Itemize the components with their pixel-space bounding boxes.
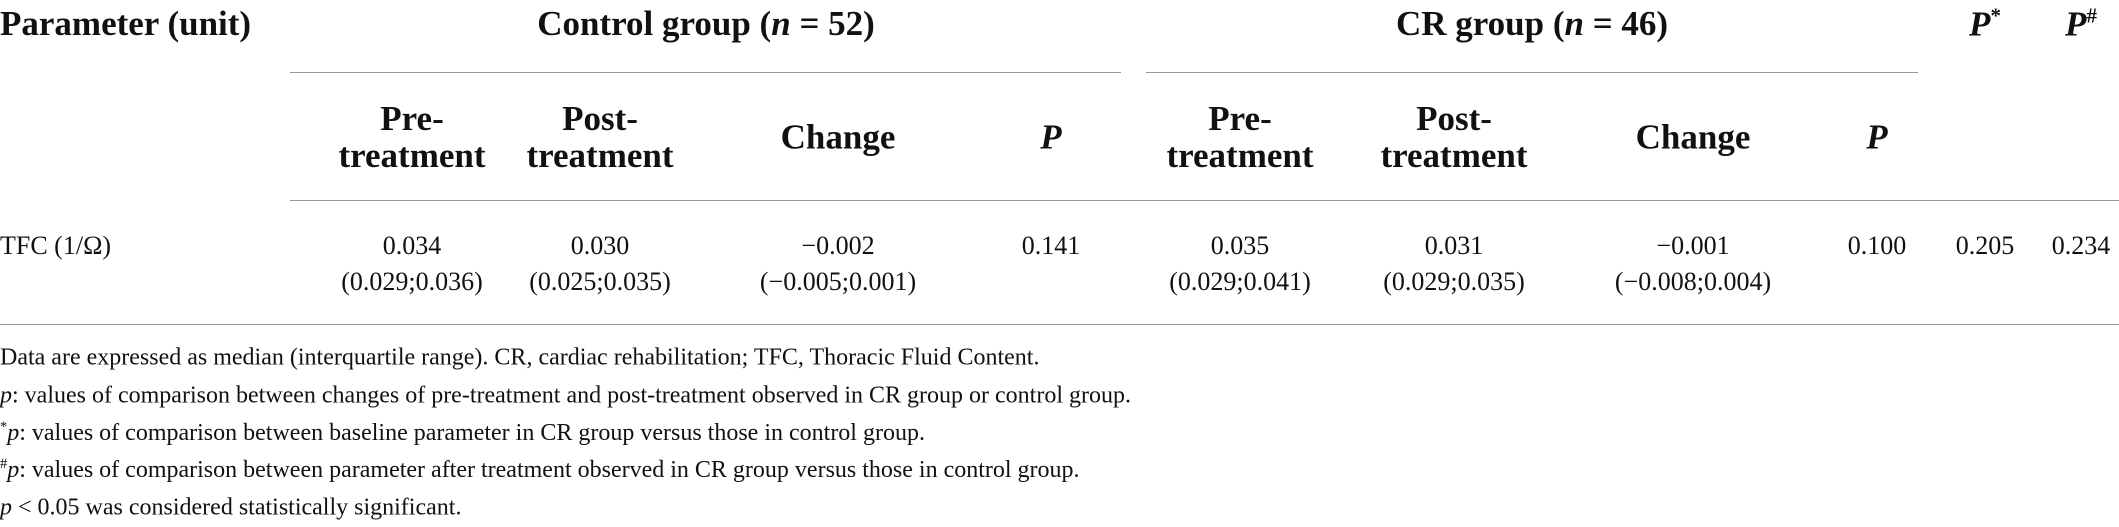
cell-line: 0.031 <box>1424 231 1484 260</box>
subheader-line: treatment <box>1166 136 1314 175</box>
body-rule <box>0 324 2119 325</box>
cell-line: (0.029;0.036) <box>341 267 483 296</box>
footnote-text: : values of comparison between changes o… <box>12 382 1131 409</box>
p-mark: # <box>2086 3 2097 28</box>
subheader-line: Change <box>1635 117 1751 157</box>
subheader: Post-treatment <box>526 100 673 174</box>
n-symbol: n <box>771 4 791 43</box>
subheader-line: Pre- <box>380 99 444 138</box>
subheader-line: treatment <box>526 136 674 175</box>
header-rule <box>290 200 2119 201</box>
subheader-line: Pre- <box>1208 99 1272 138</box>
table-cell: 0.030 (0.025;0.035) <box>529 228 671 300</box>
cell-line: 0.234 <box>2051 231 2111 260</box>
p-symbol: P <box>2065 4 2087 44</box>
subheader: Pre-treatment <box>338 100 485 174</box>
header-p-hash: P# <box>2065 4 2097 45</box>
footnote-symbol: p <box>7 420 20 446</box>
p-mark: * <box>1990 3 2001 28</box>
footnote: Data are expressed as median (interquart… <box>0 345 1039 372</box>
table-cell: 0.034 (0.029;0.036) <box>341 228 483 300</box>
footnote: #p: values of comparison between paramet… <box>0 456 1080 484</box>
footnote-symbol: p <box>0 494 12 521</box>
cell-line: 0.205 <box>1955 231 2015 260</box>
subheader: Pre-treatment <box>1166 100 1313 174</box>
footnote: p: values of comparison between changes … <box>0 383 1131 410</box>
group-label: Control group ( <box>537 4 772 43</box>
subheader-line: treatment <box>1380 136 1528 175</box>
group-header: CR group (n = 46) <box>1396 4 1668 44</box>
footnote-text: Data are expressed as median (interquart… <box>0 344 1040 371</box>
group-rule <box>1146 72 1918 73</box>
subheader: P <box>1040 119 1061 156</box>
n-text: = 46) <box>1583 4 1669 43</box>
subheader-line: Change <box>780 117 896 157</box>
subheader: Post-treatment <box>1380 100 1527 174</box>
n-symbol: n <box>1564 4 1584 43</box>
table-cell: 0.031 (0.029;0.035) <box>1383 228 1525 300</box>
subheader-line: P <box>1866 117 1888 157</box>
subheader: P <box>1866 119 1887 156</box>
subheader-line: P <box>1040 117 1062 157</box>
footnote: *p: values of comparison between baselin… <box>0 419 925 447</box>
cell-line: −0.001 <box>1656 231 1730 260</box>
footnote-text: : values of comparison between baseline … <box>19 420 925 446</box>
table-cell: 0.234 <box>2052 228 2111 264</box>
table-cell: 0.141 <box>1022 228 1081 264</box>
cell-line: 0.141 <box>1021 231 1081 260</box>
group-header: Control group (n = 52) <box>537 4 875 44</box>
cell-line: (0.029;0.035) <box>1383 267 1525 296</box>
footnote-text: : values of comparison between parameter… <box>19 457 1080 483</box>
cell-line: 0.100 <box>1847 231 1907 260</box>
group-label: CR group ( <box>1395 4 1565 43</box>
cell-line: (0.025;0.035) <box>529 267 671 296</box>
footnote-text: < 0.05 was considered statistically sign… <box>12 494 462 521</box>
p-symbol: P <box>1969 4 1991 44</box>
cell-line: 0.034 <box>382 231 442 260</box>
subheader-line: treatment <box>338 136 486 175</box>
cell-line: 0.030 <box>570 231 630 260</box>
cell-line: (−0.005;0.001) <box>759 267 917 296</box>
cell-line: (−0.008;0.004) <box>1614 267 1772 296</box>
footnote-mark: # <box>0 456 8 472</box>
header-parameter: Parameter (unit) <box>0 4 252 43</box>
n-text: = 52) <box>790 4 875 43</box>
subheader-line: Post- <box>1416 99 1492 138</box>
cell-line: (0.029;0.041) <box>1169 267 1311 296</box>
group-rule <box>290 72 1121 73</box>
table-cell: −0.002 (−0.005;0.001) <box>760 228 916 300</box>
header-p-star: P* <box>1969 4 2001 45</box>
cell-line: 0.035 <box>1210 231 1270 260</box>
footnote-symbol: p <box>7 457 20 483</box>
footnote: p < 0.05 was considered statistically si… <box>0 495 461 522</box>
table-cell: 0.100 <box>1848 228 1907 264</box>
table-cell: −0.001 (−0.008;0.004) <box>1615 228 1771 300</box>
subheader: Change <box>1636 119 1751 156</box>
cell-line: −0.002 <box>801 231 875 260</box>
footnote-mark: * <box>0 419 8 435</box>
row-parameter: TFC (1/Ω) <box>0 231 112 260</box>
footnote-symbol: p <box>0 382 12 409</box>
subheader-line: Post- <box>562 99 638 138</box>
table-cell: 0.205 <box>1956 228 2015 264</box>
table-cell: 0.035 (0.029;0.041) <box>1169 228 1311 300</box>
subheader: Change <box>781 119 896 156</box>
